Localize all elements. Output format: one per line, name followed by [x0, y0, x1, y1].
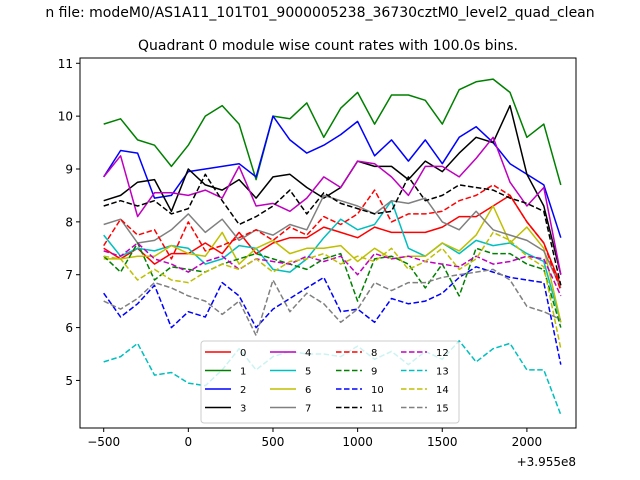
legend-label-3: 3: [240, 404, 246, 415]
x-tick-label: 0: [185, 435, 193, 449]
series-line-2: [103, 115, 562, 238]
series-line-0: [103, 194, 562, 286]
legend-label-0: 0: [240, 348, 246, 359]
x-tick-label: 500: [262, 435, 285, 449]
chart-title: Quadrant 0 module wise count rates with …: [138, 38, 518, 54]
series-line-7: [103, 194, 562, 289]
legend-label-7: 7: [305, 404, 311, 415]
legend-label-12: 12: [436, 348, 449, 359]
legend-box: [200, 340, 460, 424]
series-line-12: [103, 242, 562, 297]
y-tick-label: 5: [65, 374, 73, 388]
x-axis-offset-label: +3.955e8: [517, 455, 576, 469]
legend-label-15: 15: [436, 404, 449, 415]
plot-area-frame: [79, 57, 577, 429]
y-axis: 5 6 7 8 9 10 11: [58, 57, 80, 388]
x-tick-label: −500: [87, 435, 120, 449]
series-line-10: [103, 266, 562, 365]
y-tick-label: 8: [65, 215, 73, 229]
series-line-15: [103, 268, 562, 337]
legend-label-1: 1: [240, 367, 246, 378]
legend-label-14: 14: [436, 385, 449, 396]
legend-label-4: 4: [305, 348, 311, 359]
legend-label-11: 11: [371, 404, 384, 415]
series-line-1: [103, 78, 562, 186]
x-axis: −500 0 500 1000 1500 2000: [87, 428, 542, 449]
series-line-8: [103, 184, 562, 291]
x-tick-label: 2000: [512, 435, 543, 449]
legend-label-8: 8: [371, 348, 377, 359]
legend-label-5: 5: [305, 367, 311, 378]
series-line-3: [103, 104, 562, 275]
y-tick-label: 10: [58, 110, 73, 124]
legend-label-2: 2: [240, 385, 246, 396]
y-tick-label: 6: [65, 321, 73, 335]
x-tick-label: 1500: [427, 435, 458, 449]
y-tick-label: 11: [58, 57, 73, 71]
figure-suptitle: n file: modeM0/AS1A11_101T01_9000005238_…: [45, 5, 594, 21]
legend-label-10: 10: [371, 385, 384, 396]
series-line-4: [103, 136, 562, 275]
y-tick-label: 7: [65, 268, 73, 282]
legend-label-13: 13: [436, 367, 449, 378]
x-tick-label: 1000: [342, 435, 373, 449]
legend-label-6: 6: [305, 385, 311, 396]
y-tick-label: 9: [65, 163, 73, 177]
series-line-11: [103, 173, 562, 286]
series-line-5: [103, 199, 562, 323]
series-line-9: [103, 242, 562, 328]
series-layer: [103, 78, 562, 416]
series-line-14: [103, 231, 562, 349]
legend-label-9: 9: [371, 367, 377, 378]
